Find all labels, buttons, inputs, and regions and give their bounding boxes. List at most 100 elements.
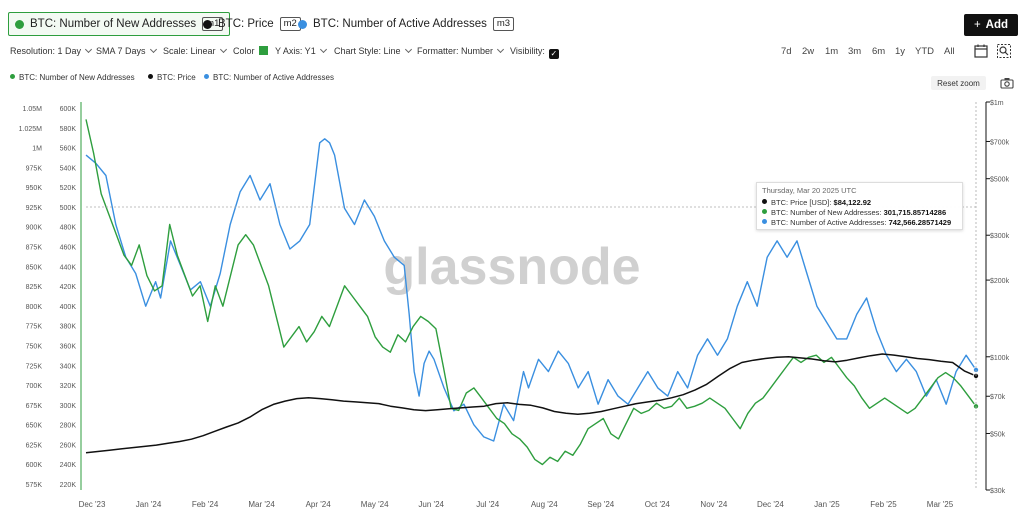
blue-dot-icon <box>204 74 209 79</box>
tooltip-label: BTC: Number of New Addresses: <box>771 208 882 217</box>
legend-active-addresses[interactable]: BTC: Number of Active Addresses <box>204 73 334 82</box>
x-tick-label: Dec '24 <box>757 500 784 509</box>
y-tick-new: 220K <box>60 482 77 489</box>
y-tick-active: 925K <box>26 205 43 212</box>
legend-label: BTC: Number of New Addresses <box>19 73 135 82</box>
y-tick-active: 950K <box>26 185 43 192</box>
chart-tooltip: Thursday, Mar 20 2025 UTC BTC: Price [US… <box>756 182 963 230</box>
metric-tab-active-addresses[interactable]: BTC: Number of Active Addresses m3 <box>298 12 515 36</box>
y-tick-active: 1M <box>32 146 42 153</box>
y-tick-active: 625K <box>26 442 43 449</box>
color-label: Color <box>233 46 255 56</box>
range-all[interactable]: All <box>944 46 955 57</box>
x-tick-label: Sep '24 <box>587 500 614 509</box>
metric-tag: m1 <box>202 17 224 31</box>
y-tick-new: 400K <box>60 304 77 311</box>
yaxis-label: Y Axis: Y1 <box>275 46 316 56</box>
resolution-dropdown[interactable]: Resolution: 1 Day <box>10 45 93 56</box>
legend-label: BTC: Number of Active Addresses <box>213 73 334 82</box>
range-2w[interactable]: 2w <box>802 46 815 57</box>
range-7d[interactable]: 7d <box>781 46 792 57</box>
y-tick-price: $200k <box>990 278 1010 285</box>
y-tick-price: $500k <box>990 177 1010 184</box>
visibility-toggle[interactable]: Visibility: ✓ <box>510 46 559 59</box>
y-tick-price: $700k <box>990 139 1010 146</box>
chart-axes: 1.05M 1.025M 1M 975K 950K 925K 900K 875K 850K 825… <box>19 100 1010 509</box>
chevron-down-icon <box>404 45 412 54</box>
green-dot-icon <box>10 74 15 79</box>
y-tick-new: 500K <box>60 205 77 212</box>
y-tick-new: 480K <box>60 225 77 232</box>
range-3m[interactable]: 3m <box>848 46 862 57</box>
chart-style-label: Chart Style: Line <box>334 46 401 56</box>
check-icon: ✓ <box>548 49 559 59</box>
sma-label: SMA 7 Days <box>96 46 146 56</box>
resolution-label: Resolution: 1 Day <box>10 46 82 56</box>
series-layer <box>85 119 980 466</box>
color-swatch <box>258 46 268 55</box>
formatter-dropdown[interactable]: Formatter: Number <box>417 45 505 56</box>
y-tick-new: 420K <box>60 284 77 291</box>
range-1y[interactable]: 1y <box>895 46 906 57</box>
green-dot-icon <box>15 19 24 29</box>
black-dot-icon <box>148 74 153 79</box>
range-6m[interactable]: 6m <box>872 46 886 57</box>
tooltip-row-price: BTC: Price [USD]: $84,122.92 <box>762 198 957 208</box>
tooltip-row-new-addresses: BTC: Number of New Addresses: 301,715.85… <box>762 208 957 218</box>
x-tick-label: Feb '24 <box>192 500 219 509</box>
y-tick-active: 825K <box>26 284 43 291</box>
zoom-select-icon[interactable] <box>996 43 1012 59</box>
metric-label: BTC: Price <box>218 18 274 30</box>
y-tick-price: $300k <box>990 233 1010 240</box>
y-tick-active: 700K <box>26 383 43 390</box>
range-1m[interactable]: 1m <box>825 46 839 57</box>
legend-new-addresses[interactable]: BTC: Number of New Addresses <box>10 73 135 82</box>
chart-style-dropdown[interactable]: Chart Style: Line <box>334 45 412 56</box>
legend-price[interactable]: BTC: Price <box>148 73 196 82</box>
reset-zoom-button[interactable]: Reset zoom <box>931 76 986 90</box>
series-line-new-addresses <box>85 119 977 466</box>
chart-settings-bar: Resolution: 1 Day SMA 7 Days Scale: Line… <box>0 44 720 60</box>
color-picker[interactable]: Color <box>233 46 268 56</box>
y-tick-active: 875K <box>26 245 43 252</box>
scale-dropdown[interactable]: Scale: Linear <box>163 45 227 56</box>
x-tick-label: Jan '24 <box>136 500 162 509</box>
green-dot-icon <box>762 209 767 214</box>
y-tick-new: 560K <box>60 146 77 153</box>
camera-icon[interactable] <box>1000 76 1014 89</box>
y-tick-active: 575K <box>26 482 43 489</box>
y-tick-active: 750K <box>26 343 43 350</box>
visibility-label: Visibility: <box>510 46 545 56</box>
black-dot-icon <box>762 199 767 204</box>
line-chart[interactable]: glassnode 1.05M 1.025M 1M 975K 950K 925K 900K 8… <box>0 90 1024 514</box>
y-tick-new: 460K <box>60 245 77 252</box>
y-tick-active: 975K <box>26 165 43 172</box>
y-tick-active: 650K <box>26 423 43 430</box>
hover-cursor <box>86 102 978 490</box>
x-tick-label: Jul '24 <box>476 500 499 509</box>
y-tick-new: 240K <box>60 462 77 469</box>
x-tick-label: Jun '24 <box>418 500 444 509</box>
y-tick-active: 1.025M <box>19 126 43 133</box>
range-ytd[interactable]: YTD <box>915 46 934 57</box>
calendar-icon[interactable] <box>973 43 989 59</box>
x-tick-label: Jan '25 <box>814 500 840 509</box>
plus-icon: + <box>973 19 981 31</box>
add-metric-button[interactable]: + Add <box>964 14 1018 36</box>
chevron-down-icon <box>149 45 157 54</box>
y-tick-new: 380K <box>60 324 77 331</box>
y-tick-active: 900K <box>26 225 43 232</box>
tooltip-label: BTC: Price [USD]: <box>771 198 832 207</box>
metric-tab-price[interactable]: BTC: Price m2 <box>203 12 301 36</box>
x-tick-label: Apr '24 <box>306 500 332 509</box>
y-tick-new: 360K <box>60 343 77 350</box>
tooltip-label: BTC: Number of Active Addresses: <box>771 218 887 227</box>
yaxis-dropdown[interactable]: Y Axis: Y1 <box>275 45 327 56</box>
sma-dropdown[interactable]: SMA 7 Days <box>96 45 157 56</box>
y-tick-new: 340K <box>60 363 77 370</box>
x-tick-label: Aug '24 <box>531 500 558 509</box>
y-tick-price: $30k <box>990 488 1006 495</box>
x-tick-label: May '24 <box>361 500 389 509</box>
metric-tab-new-addresses[interactable]: BTC: Number of New Addresses m1 <box>8 12 231 36</box>
y-tick-active: 800K <box>26 304 43 311</box>
